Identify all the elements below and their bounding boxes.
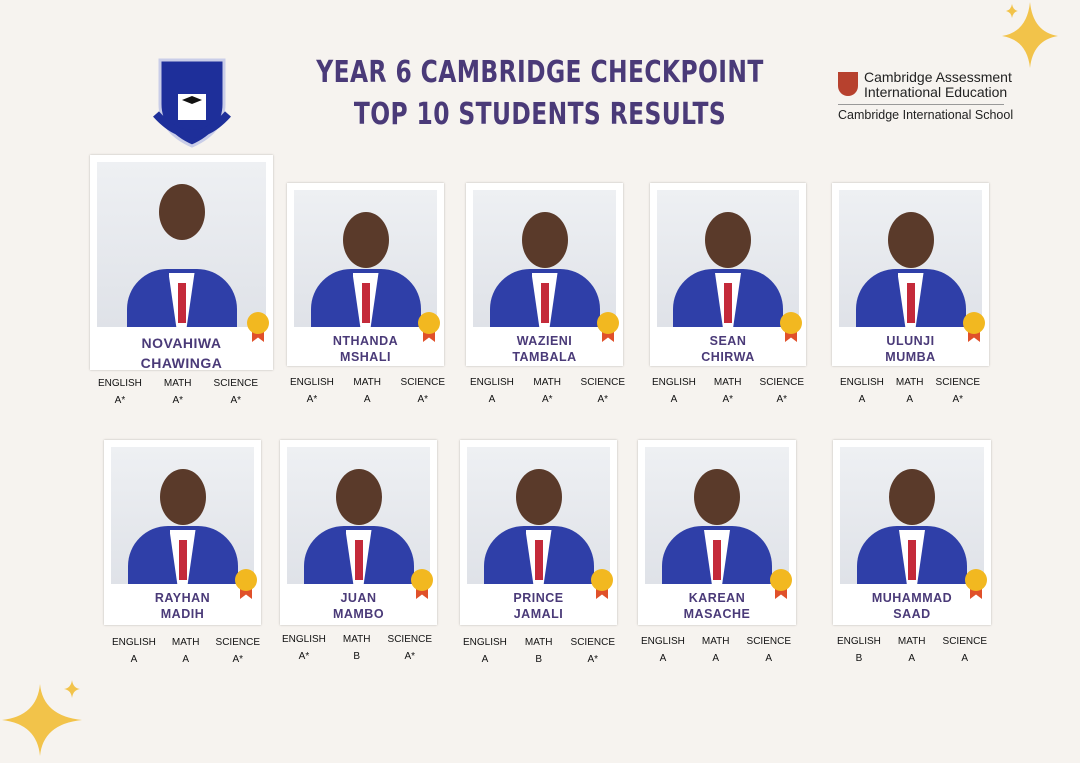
grade-0: ENGLISH A [463, 637, 507, 665]
grade-2: SCIENCE A* [215, 637, 260, 665]
student-photo [839, 190, 982, 327]
grade-1: MATH B [524, 637, 553, 665]
student-photo [287, 447, 430, 584]
student-name: RAYHAN MADIH [154, 591, 211, 621]
student-grades: ENGLISH A* MATH A SCIENCE A* [290, 377, 445, 405]
grade-1: MATH A* [533, 377, 562, 405]
grade-1: MATH A [353, 377, 382, 405]
grade-0: ENGLISH A [840, 377, 884, 405]
divider [838, 104, 1004, 105]
student-card: RAYHAN MADIH [104, 440, 261, 625]
grade-1: MATH A* [713, 377, 742, 405]
student-name: JUAN MAMBO [332, 591, 385, 621]
student-photo [97, 162, 266, 327]
grade-0: ENGLISH A [641, 636, 685, 664]
medal-icon [597, 312, 619, 344]
student-name: NOVAHIWA CHAWINGA [140, 335, 223, 371]
student-card: JUAN MAMBO [280, 440, 437, 625]
student-name: WAZIENI TAMBALA [512, 334, 577, 364]
student-card: NTHANDA MSHALI [287, 183, 444, 366]
student-grades: ENGLISH A* MATH B SCIENCE A* [282, 634, 432, 662]
medal-icon [780, 312, 802, 344]
grade-2: SCIENCE A [746, 636, 791, 664]
grade-2: SCIENCE A* [213, 378, 258, 406]
student-grades: ENGLISH A MATH A SCIENCE A* [840, 377, 980, 405]
student-photo [657, 190, 799, 327]
grade-2: SCIENCE A* [570, 637, 615, 665]
student-photo [467, 447, 610, 584]
cambridge-crest-icon [838, 72, 858, 96]
grade-1: MATH A* [163, 378, 192, 406]
student-name: MUHAMMAD SAAD [871, 591, 953, 621]
grade-1: MATH A [701, 636, 730, 664]
medal-icon [247, 312, 269, 344]
edge-view-academy-logo [153, 58, 231, 148]
grade-0: ENGLISH A [470, 377, 514, 405]
student-grades: ENGLISH A MATH B SCIENCE A* [463, 637, 615, 665]
student-name: PRINCE JAMALI [513, 591, 564, 621]
student-card: SEAN CHIRWA [650, 183, 806, 366]
student-card: KAREAN MASACHE [638, 440, 796, 625]
student-photo [473, 190, 616, 327]
student-card: MUHAMMAD SAAD [833, 440, 991, 625]
grade-0: ENGLISH B [837, 636, 881, 664]
student-grades: ENGLISH A MATH A* SCIENCE A* [652, 377, 804, 405]
grade-0: ENGLISH A* [98, 378, 142, 406]
grade-0: ENGLISH A [652, 377, 696, 405]
grade-1: MATH B [342, 634, 371, 662]
student-card: ULUNJI MUMBA [832, 183, 989, 366]
medal-icon [418, 312, 440, 344]
grade-1: MATH A [897, 636, 926, 664]
student-card: WAZIENI TAMBALA [466, 183, 623, 366]
medal-icon [591, 569, 613, 601]
grade-2: SCIENCE A* [387, 634, 432, 662]
student-grades: ENGLISH B MATH A SCIENCE A [837, 636, 987, 664]
grade-0: ENGLISH A* [282, 634, 326, 662]
grade-2: SCIENCE A* [935, 377, 980, 405]
student-name: NTHANDA MSHALI [332, 334, 399, 364]
student-photo [645, 447, 789, 584]
medal-icon [965, 569, 987, 601]
student-photo [294, 190, 437, 327]
student-grades: ENGLISH A* MATH A* SCIENCE A* [98, 378, 258, 406]
student-name: KAREAN MASACHE [683, 591, 751, 621]
sparkle-icon [1002, 2, 1058, 68]
grade-2: SCIENCE A* [580, 377, 625, 405]
student-card: NOVAHIWA CHAWINGA [90, 155, 273, 371]
student-card: PRINCE JAMALI [460, 440, 617, 625]
grade-1: MATH A [171, 637, 200, 665]
grade-2: SCIENCE A* [759, 377, 804, 405]
grade-0: ENGLISH A* [290, 377, 334, 405]
medal-icon [963, 312, 985, 344]
grade-0: ENGLISH A [112, 637, 156, 665]
student-grades: ENGLISH A MATH A SCIENCE A [641, 636, 791, 664]
medal-icon [770, 569, 792, 601]
grade-1: MATH A [895, 377, 924, 405]
page-title: YEAR 6 CAMBRIDGE CHECKPOINT TOP 10 STUDE… [316, 55, 764, 132]
student-grades: ENGLISH A MATH A* SCIENCE A* [470, 377, 625, 405]
grade-2: SCIENCE A [942, 636, 987, 664]
student-grades: ENGLISH A MATH A SCIENCE A* [112, 637, 260, 665]
sparkle-icon [2, 680, 82, 756]
student-name: SEAN CHIRWA [701, 334, 755, 364]
student-photo [840, 447, 984, 584]
medal-icon [235, 569, 257, 601]
student-name: ULUNJI MUMBA [885, 334, 936, 364]
grade-2: SCIENCE A* [400, 377, 445, 405]
medal-icon [411, 569, 433, 601]
student-photo [111, 447, 254, 584]
